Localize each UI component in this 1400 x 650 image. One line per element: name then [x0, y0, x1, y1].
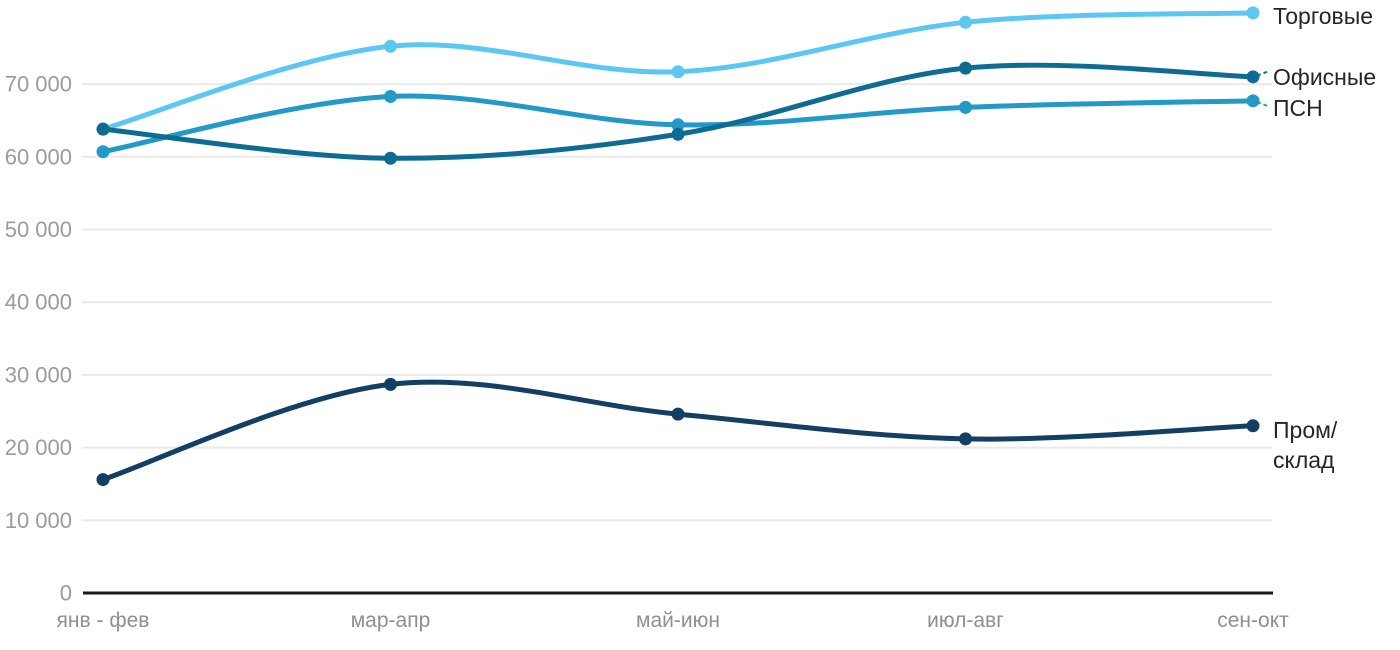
- x-tick-label-0: янв - фев: [57, 609, 150, 632]
- series-line-industrial: [100, 379, 1256, 483]
- legend-connector-office: [1256, 70, 1268, 77]
- series-dot-industrial-2[interactable]: [671, 407, 685, 421]
- series-dot-industrial-4[interactable]: [1246, 419, 1260, 433]
- y-tick-label-70000: 70 000: [5, 72, 72, 97]
- y-tick-label-20000: 20 000: [5, 435, 72, 460]
- series-dot-trade-4[interactable]: [1246, 6, 1260, 20]
- legend-label-trade: Торговые: [1273, 3, 1374, 29]
- series-dot-office-3[interactable]: [959, 61, 972, 75]
- y-tick-label-40000: 40 000: [5, 290, 72, 315]
- series-dot-psn-4[interactable]: [1246, 94, 1260, 108]
- series-dot-trade-1[interactable]: [384, 39, 397, 53]
- legend-connector-psn: [1256, 100, 1268, 107]
- y-tick-label-0: 0: [60, 581, 72, 606]
- series-dot-office-0[interactable]: [96, 122, 110, 136]
- series-dot-trade-2[interactable]: [671, 65, 685, 79]
- legend-label-psn: ПСН: [1273, 94, 1323, 121]
- series-dot-psn-3[interactable]: [959, 100, 972, 114]
- series-dot-office-2[interactable]: [671, 127, 685, 141]
- series-dot-psn-2[interactable]: [671, 118, 685, 132]
- series-dot-psn-1[interactable]: [384, 89, 397, 103]
- y-tick-label-30000: 30 000: [5, 362, 72, 387]
- series-dot-trade-3[interactable]: [959, 15, 972, 29]
- series-dot-psn-0[interactable]: [96, 145, 110, 159]
- x-tick-label-3: июл-авг: [927, 609, 1004, 632]
- y-tick-label-60000: 60 000: [5, 144, 72, 169]
- y-tick-label-10000: 10 000: [5, 508, 72, 533]
- x-tick-label-2: май-июн: [636, 609, 720, 632]
- legend-label-office: Офисные: [1273, 63, 1377, 90]
- x-tick-label-4: сен-окт: [1217, 609, 1289, 632]
- series-dot-industrial-0[interactable]: [96, 473, 110, 487]
- y-tick-label-50000: 50 000: [5, 217, 72, 242]
- series-dot-office-4[interactable]: [1246, 70, 1260, 84]
- x-tick-label-1: мар-апр: [351, 609, 431, 632]
- series-dot-industrial-3[interactable]: [959, 432, 972, 446]
- series-dot-industrial-1[interactable]: [384, 377, 397, 391]
- legend-label-industrial: Пром/ склад: [1273, 416, 1338, 473]
- series-dot-office-1[interactable]: [384, 151, 397, 165]
